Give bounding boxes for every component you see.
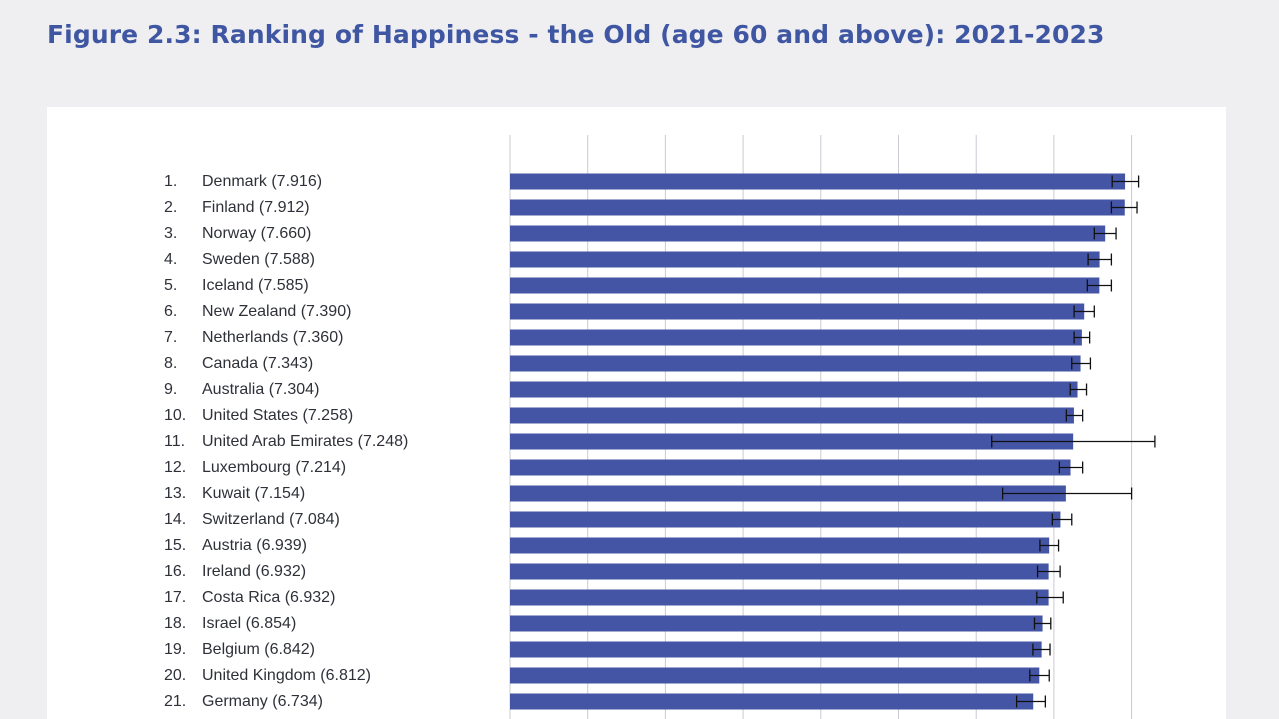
bar-19 — [510, 641, 1042, 658]
rank-number: 5. — [164, 277, 177, 294]
chart-panel: 1. Denmark (7.916) 2. Finland (7.912) 3. Norw… — [47, 107, 1226, 719]
country-label: United Kingdom (6.812) — [202, 667, 371, 684]
country-label: Australia (7.304) — [202, 381, 319, 398]
country-label: Kuwait (7.154) — [202, 485, 305, 502]
rank-number: 17. — [164, 589, 186, 606]
bar-8 — [510, 355, 1081, 372]
bar-11 — [510, 433, 1074, 450]
bar-14 — [510, 511, 1061, 528]
rank-number: 4. — [164, 251, 177, 268]
country-label: Luxembourg (7.214) — [202, 459, 346, 476]
rank-number: 19. — [164, 641, 186, 658]
country-label: Denmark (7.916) — [202, 173, 322, 190]
country-label: Norway (7.660) — [202, 225, 311, 242]
bar-12 — [510, 459, 1071, 476]
rank-number: 13. — [164, 485, 186, 502]
rank-number: 2. — [164, 199, 177, 216]
figure-title: Figure 2.3: Ranking of Happiness - the O… — [47, 20, 1105, 49]
country-label: Austria (6.939) — [202, 537, 307, 554]
rank-number: 8. — [164, 355, 177, 372]
bar-2 — [510, 199, 1125, 216]
rank-number: 6. — [164, 303, 177, 320]
bar-15 — [510, 537, 1050, 554]
bar-7 — [510, 329, 1082, 346]
bar-6 — [510, 303, 1085, 320]
bar-10 — [510, 407, 1074, 424]
bar-17 — [510, 589, 1049, 606]
bar-4 — [510, 251, 1100, 268]
country-label: Ireland (6.932) — [202, 563, 306, 580]
country-label: Germany (6.734) — [202, 693, 323, 710]
bar-18 — [510, 615, 1043, 632]
country-label: Switzerland (7.084) — [202, 511, 340, 528]
rank-number: 11. — [164, 433, 185, 450]
country-label: Israel (6.854) — [202, 615, 296, 632]
bar-21 — [510, 693, 1034, 710]
rank-number: 16. — [164, 563, 186, 580]
country-label: Sweden (7.588) — [202, 251, 315, 268]
rank-number: 12. — [164, 459, 186, 476]
country-label: United Arab Emirates (7.248) — [202, 433, 408, 450]
bar-9 — [510, 381, 1078, 398]
bar-5 — [510, 277, 1100, 294]
country-label: New Zealand (7.390) — [202, 303, 351, 320]
country-label: Iceland (7.585) — [202, 277, 309, 294]
rank-number: 14. — [164, 511, 186, 528]
bar-13 — [510, 485, 1066, 502]
rank-number: 3. — [164, 225, 177, 242]
rank-number: 7. — [164, 329, 177, 346]
rank-number: 20. — [164, 667, 186, 684]
country-label: Costa Rica (6.932) — [202, 589, 335, 606]
bar-3 — [510, 225, 1106, 242]
rank-number: 21. — [164, 693, 186, 710]
bar-1 — [510, 173, 1126, 190]
rank-number: 1. — [164, 173, 177, 190]
happiness-ranking-chart: 1. Denmark (7.916) 2. Finland (7.912) 3. Norw… — [164, 135, 1156, 719]
country-label: Belgium (6.842) — [202, 641, 315, 658]
bar-16 — [510, 563, 1049, 580]
rank-number: 10. — [164, 407, 186, 424]
bar-20 — [510, 667, 1040, 684]
country-label: United States (7.258) — [202, 407, 353, 424]
country-label: Finland (7.912) — [202, 199, 310, 216]
rank-number: 15. — [164, 537, 186, 554]
rank-number: 18. — [164, 615, 186, 632]
country-label: Netherlands (7.360) — [202, 329, 343, 346]
country-label: Canada (7.343) — [202, 355, 313, 372]
rank-number: 9. — [164, 381, 177, 398]
